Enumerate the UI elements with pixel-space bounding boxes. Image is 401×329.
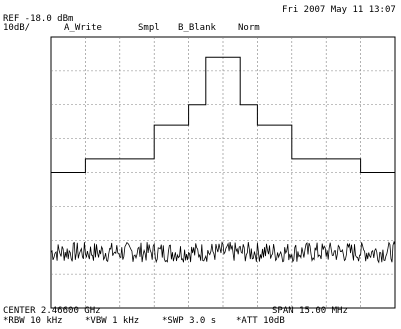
- reference-level: REF -18.0 dBm: [3, 14, 74, 24]
- span-frequency: SPAN 15.00 MHz: [272, 306, 348, 316]
- graticule-grid: [51, 37, 395, 308]
- detector-mode: Norm: [238, 23, 260, 33]
- signal-trace: [51, 56, 395, 173]
- datetime-readout: Fri 2007 May 11 13:07: [282, 5, 396, 15]
- scale-per-division: 10dB/: [3, 23, 31, 33]
- resolution-bandwidth: *RBW 10 kHz: [3, 316, 63, 326]
- video-bandwidth: *VBW 1 kHz: [85, 316, 140, 326]
- noise-floor-line: [50, 240, 396, 264]
- trace-b-mode: B_Blank: [178, 23, 216, 33]
- sweep-time: *SWP 3.0 s: [162, 316, 217, 326]
- input-attenuation: *ATT 10dB: [236, 316, 285, 326]
- center-frequency: CENTER 2.46600 GHz: [3, 306, 101, 316]
- sample-mode: Smpl: [138, 23, 160, 33]
- signal-trace-line: [51, 56, 395, 173]
- noise-trace: [50, 240, 396, 264]
- trace-a-mode: A_Write: [64, 23, 102, 33]
